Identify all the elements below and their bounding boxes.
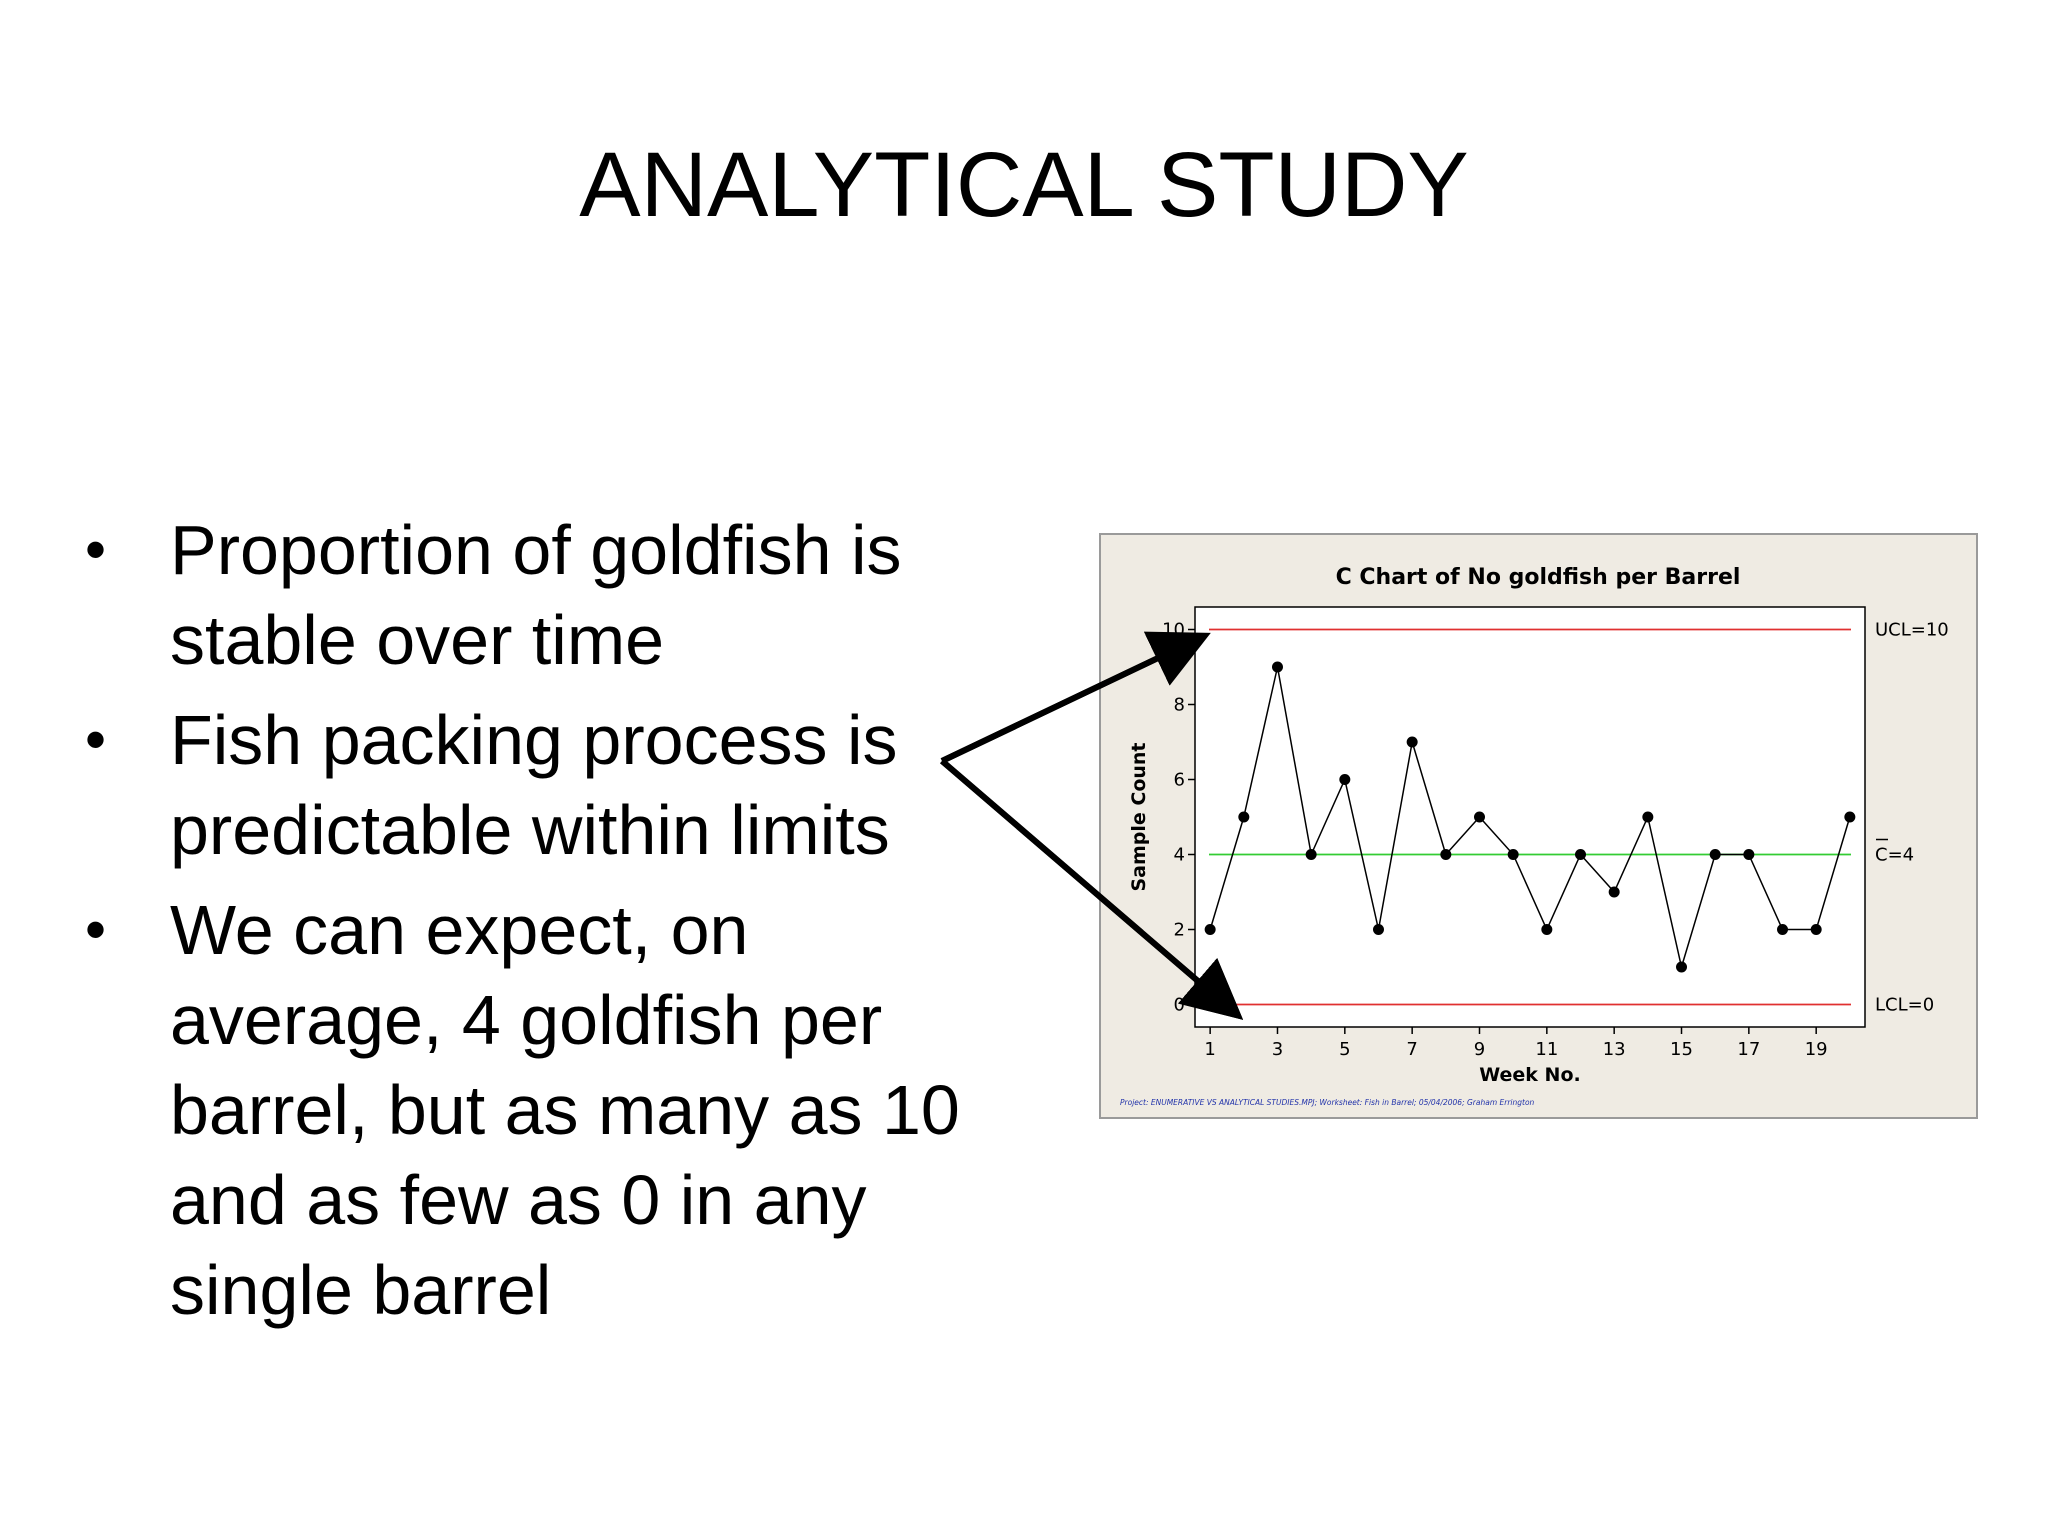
arrow-to-lcl [940,758,1244,1020]
x-tick-label: 7 [1406,1039,1417,1060]
data-point [1541,924,1553,935]
y-tick-label: 4 [1174,845,1185,866]
data-point [1642,811,1654,823]
bullet-text: We can expect, on average, 4 goldfish pe… [170,891,960,1329]
x-tick-label: 9 [1474,1039,1485,1060]
slide-title: ANALYTICAL STUDY [579,134,1469,236]
bullet-item: • Fish packing process is predictable wi… [85,695,1035,875]
series-line [1209,666,1851,970]
data-point [1777,924,1789,935]
y-tick-label: 0 [1174,995,1185,1016]
bullet-text: Proportion of goldfish is stable over ti… [170,511,902,679]
bullet-dot-icon: • [85,896,107,963]
data-point [1271,661,1283,673]
bullet-list: • Proportion of goldfish is stable over … [85,505,1035,1345]
x-tick-label: 13 [1603,1039,1626,1060]
x-tick-label: 15 [1670,1039,1693,1060]
data-point [1575,849,1587,860]
y-axis-label: Sample Count [1128,742,1150,891]
data-point [1608,886,1620,898]
y-tick-label: 2 [1174,920,1185,941]
bullet-text: Fish packing process is predictable with… [170,701,898,869]
arrow-to-ucl [940,631,1211,764]
ucl-label: UCL=10 [1875,620,1949,641]
data-point [1709,849,1721,860]
x-tick-label: 17 [1737,1039,1760,1060]
bullet-dot-icon: • [85,516,107,583]
bullet-dot-icon: • [85,706,107,773]
data-point [1473,811,1485,823]
data-point [1743,849,1755,860]
x-tick-label: 11 [1535,1039,1558,1060]
bullet-item: • We can expect, on average, 4 goldfish … [85,885,1035,1335]
center-label: C=4 [1875,845,1914,866]
data-point [1440,849,1452,860]
data-point [1406,736,1418,748]
data-point [1810,924,1822,935]
data-point [1204,924,1216,935]
chart-footnote: Project: ENUMERATIVE VS ANALYTICAL STUDI… [1120,1098,1535,1107]
y-tick-label: 8 [1174,695,1185,716]
bullet-item: • Proportion of goldfish is stable over … [85,505,1035,685]
lcl-label: LCL=0 [1875,995,1934,1016]
x-axis-label: Week No. [1479,1064,1580,1086]
data-point [1507,849,1519,860]
data-point [1305,849,1317,860]
x-tick-label: 5 [1339,1039,1350,1060]
plot-area [1194,606,1866,1028]
x-tick-label: 1 [1204,1039,1215,1060]
y-tick-label: 10 [1162,620,1185,641]
data-point [1372,924,1384,935]
data-point [1339,774,1351,785]
data-point [1844,811,1856,823]
y-tick-label: 6 [1174,770,1185,791]
x-tick-label: 19 [1805,1039,1828,1060]
chart-title: C Chart of No goldfish per Barrel [1336,565,1741,590]
data-point [1676,961,1688,973]
data-point [1238,811,1250,823]
x-tick-label: 3 [1272,1039,1283,1060]
